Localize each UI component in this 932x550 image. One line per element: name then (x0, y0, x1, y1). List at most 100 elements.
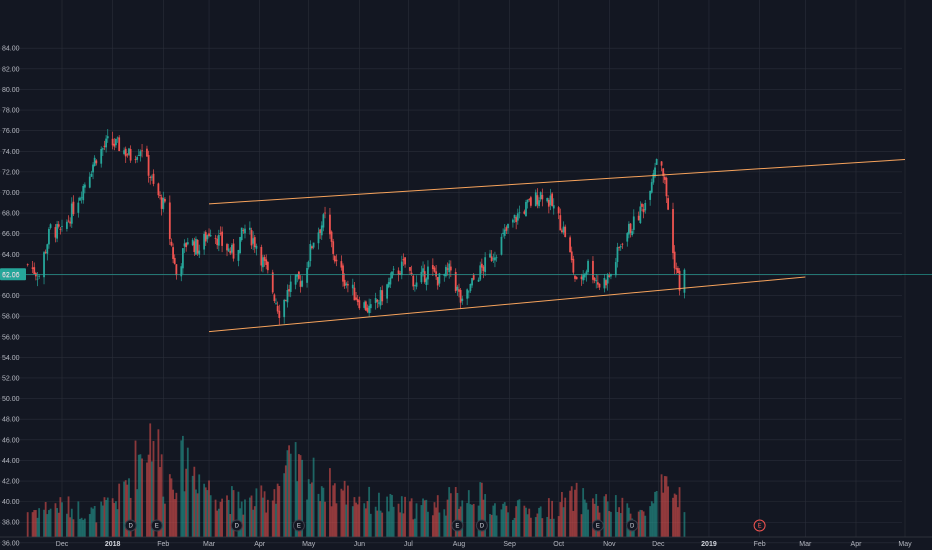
event-marker[interactable] (150, 519, 163, 532)
candle-body[interactable] (33, 267, 36, 275)
candle-body[interactable] (409, 267, 411, 271)
candle-body[interactable] (180, 266, 183, 277)
candle-body[interactable] (484, 257, 487, 273)
candle-body[interactable] (231, 244, 233, 253)
candle-body[interactable] (157, 183, 160, 196)
candle-body[interactable] (436, 277, 439, 286)
candle-body[interactable] (208, 233, 210, 237)
event-marker[interactable] (230, 519, 243, 532)
candle-body[interactable] (345, 283, 348, 286)
candle-body[interactable] (57, 224, 60, 227)
trendline-lower[interactable] (208, 276, 806, 333)
candle-body[interactable] (193, 241, 196, 253)
candle-body[interactable] (654, 167, 656, 177)
candle-body[interactable] (443, 274, 446, 276)
candle-body[interactable] (363, 302, 366, 308)
candle-body[interactable] (173, 257, 176, 264)
candle-body[interactable] (284, 300, 287, 301)
candle-body[interactable] (557, 207, 560, 214)
time-axis[interactable]: Dec 2018 Feb Mar Apr May Jun Jul Aug Sep Oct Nov Dec… (0, 536, 932, 548)
candle-body[interactable] (322, 214, 325, 228)
candle-body[interactable] (351, 284, 354, 289)
candle-body[interactable] (562, 226, 565, 233)
candle-body[interactable] (159, 195, 161, 196)
candle-body[interactable] (150, 176, 153, 178)
candle-body[interactable] (529, 197, 532, 206)
candle-body[interactable] (253, 237, 256, 248)
candle-body[interactable] (294, 275, 297, 285)
candle-body[interactable] (69, 221, 72, 224)
candle-body[interactable] (227, 248, 230, 252)
candle-body[interactable] (128, 148, 130, 155)
candle-body[interactable] (72, 201, 75, 215)
candle-body[interactable] (342, 265, 344, 282)
candle-body[interactable] (82, 185, 85, 201)
candle-body[interactable] (479, 265, 482, 280)
candle-body[interactable] (283, 299, 286, 318)
candle-body[interactable] (448, 263, 451, 273)
candle-body[interactable] (489, 253, 491, 258)
candle-body[interactable] (583, 273, 586, 278)
candle-body[interactable] (204, 232, 207, 242)
candle-body[interactable] (389, 277, 392, 285)
candle-body[interactable] (572, 258, 575, 273)
candle-body[interactable] (255, 245, 258, 249)
event-marker[interactable] (591, 519, 604, 532)
candle-body[interactable] (482, 266, 485, 271)
candle-body[interactable] (456, 286, 459, 291)
candle-body[interactable] (66, 221, 68, 229)
candle-body[interactable] (404, 257, 406, 265)
candle-body[interactable] (425, 278, 428, 285)
candle-body[interactable] (31, 267, 34, 269)
candle-body[interactable] (649, 190, 652, 200)
candle-body[interactable] (93, 157, 96, 167)
candle-body[interactable] (59, 228, 62, 230)
candle-body[interactable] (324, 212, 326, 214)
candle-body[interactable] (492, 258, 495, 260)
candle-body[interactable] (547, 199, 550, 207)
candle-body[interactable] (111, 138, 114, 146)
candle-body[interactable] (289, 281, 292, 292)
candle-body[interactable] (677, 268, 679, 274)
candle-body[interactable] (320, 225, 323, 236)
candle-body[interactable] (141, 150, 143, 152)
candle-body[interactable] (420, 271, 423, 283)
candle-body[interactable] (605, 280, 607, 286)
candle-body[interactable] (358, 300, 361, 309)
candle-body[interactable] (618, 247, 620, 248)
candle-body[interactable] (683, 269, 686, 293)
candle-body[interactable] (431, 265, 434, 270)
candle-body[interactable] (296, 274, 299, 277)
candle-body[interactable] (397, 270, 400, 275)
candle-body[interactable] (319, 229, 322, 233)
candle-body[interactable] (26, 264, 29, 266)
candle-body[interactable] (639, 206, 642, 224)
candle-body[interactable] (356, 298, 359, 302)
candle-body[interactable] (528, 199, 531, 200)
trendline-upper[interactable] (209, 159, 906, 205)
candle-body[interactable] (366, 307, 369, 312)
candle-body[interactable] (570, 251, 573, 261)
candle-body[interactable] (214, 238, 217, 239)
candle-body[interactable] (288, 289, 290, 292)
candle-body[interactable] (307, 261, 310, 268)
candle-body[interactable] (619, 246, 622, 248)
candle-body[interactable] (402, 259, 405, 261)
candle-body[interactable] (433, 267, 436, 272)
candle-body[interactable] (353, 287, 356, 301)
candle-body[interactable] (585, 271, 588, 276)
candle-body[interactable] (301, 280, 304, 287)
candle-body[interactable] (505, 227, 508, 231)
event-marker[interactable] (753, 519, 766, 532)
candle-body[interactable] (46, 244, 49, 254)
candle-body[interactable] (43, 252, 45, 278)
candle-body[interactable] (410, 272, 413, 275)
candle-body[interactable] (229, 250, 232, 254)
candle-body[interactable] (369, 304, 372, 309)
candle-body[interactable] (275, 303, 277, 305)
candle-body[interactable] (582, 274, 585, 281)
candle-body[interactable] (160, 197, 163, 209)
candle-body[interactable] (574, 275, 576, 279)
candle-body[interactable] (516, 213, 519, 221)
